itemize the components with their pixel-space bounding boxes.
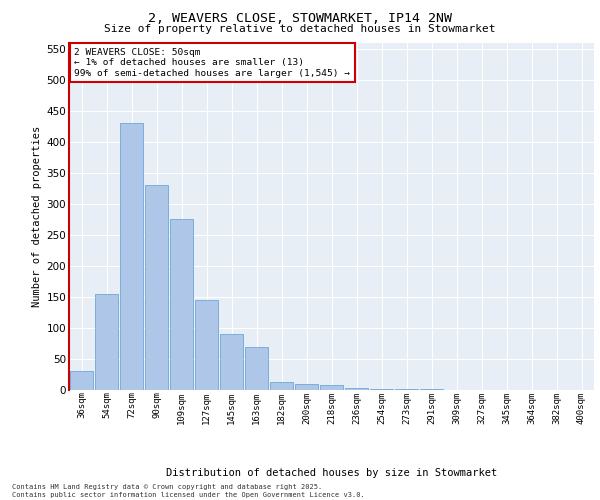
Bar bbox=[320, 385, 343, 390]
Text: Contains HM Land Registry data © Crown copyright and database right 2025.
Contai: Contains HM Land Registry data © Crown c… bbox=[12, 484, 365, 498]
Bar bbox=[120, 123, 143, 390]
Bar bbox=[95, 294, 118, 390]
X-axis label: Distribution of detached houses by size in Stowmarket: Distribution of detached houses by size … bbox=[166, 468, 497, 478]
Bar bbox=[170, 220, 193, 390]
Bar bbox=[370, 389, 393, 390]
Text: Size of property relative to detached houses in Stowmarket: Size of property relative to detached ho… bbox=[104, 24, 496, 34]
Bar bbox=[245, 346, 268, 390]
Bar bbox=[195, 300, 218, 390]
Bar bbox=[345, 388, 368, 390]
Y-axis label: Number of detached properties: Number of detached properties bbox=[32, 126, 43, 307]
Text: 2, WEAVERS CLOSE, STOWMARKET, IP14 2NW: 2, WEAVERS CLOSE, STOWMARKET, IP14 2NW bbox=[148, 12, 452, 26]
Bar bbox=[270, 382, 293, 390]
Bar bbox=[70, 372, 93, 390]
Bar bbox=[145, 185, 168, 390]
Bar bbox=[295, 384, 318, 390]
Bar bbox=[220, 334, 243, 390]
Text: 2 WEAVERS CLOSE: 50sqm
← 1% of detached houses are smaller (13)
99% of semi-deta: 2 WEAVERS CLOSE: 50sqm ← 1% of detached … bbox=[74, 48, 350, 78]
